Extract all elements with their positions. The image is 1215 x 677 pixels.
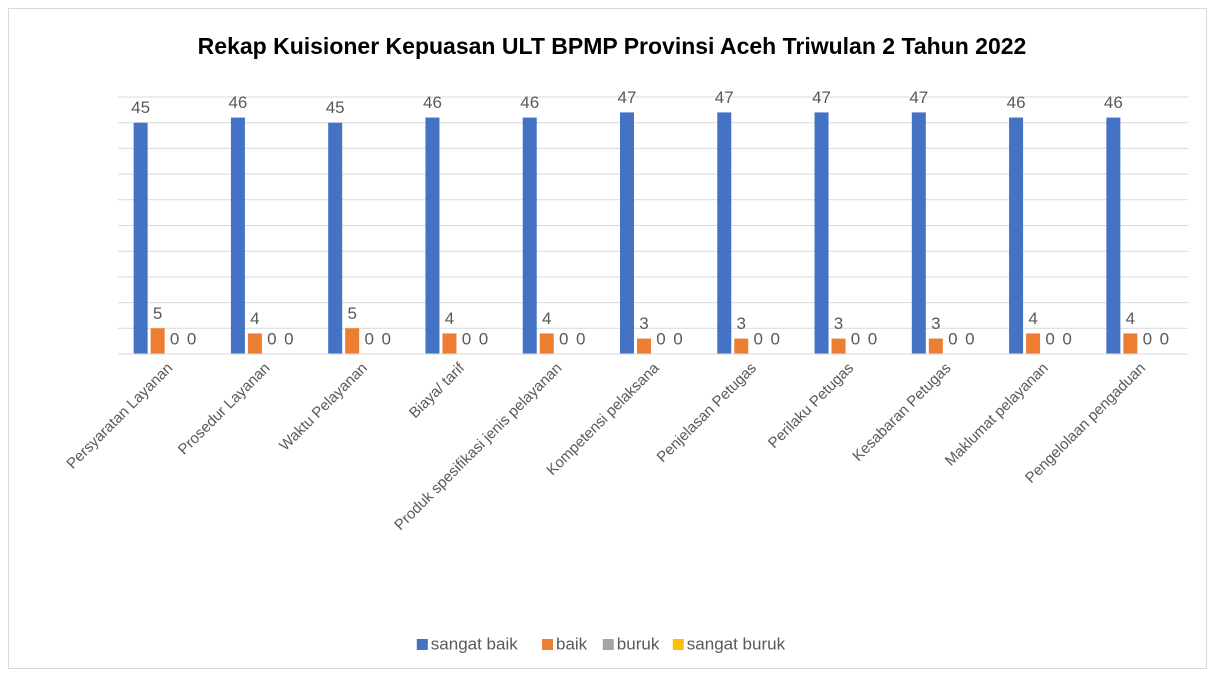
- data-label: 47: [909, 88, 928, 107]
- data-label: 4: [445, 309, 454, 328]
- data-label: 0: [1062, 329, 1071, 348]
- bar: [425, 117, 440, 354]
- bar: [1026, 333, 1041, 354]
- bar: [150, 328, 165, 354]
- data-label: 0: [851, 329, 860, 348]
- data-label: 0: [771, 329, 780, 348]
- data-label: 0: [965, 329, 974, 348]
- bar: [328, 122, 343, 354]
- data-label: 0: [187, 329, 196, 348]
- bar: [1009, 117, 1024, 354]
- legend-swatch: [602, 639, 614, 650]
- bar: [911, 112, 926, 354]
- data-label: 0: [559, 329, 568, 348]
- data-label: 3: [737, 314, 746, 333]
- legend-label: baik: [556, 634, 588, 653]
- data-label: 0: [284, 329, 293, 348]
- bar: [637, 338, 651, 354]
- bar: [522, 117, 537, 354]
- data-label: 46: [520, 93, 539, 112]
- bar: [620, 112, 634, 354]
- bar: [230, 117, 245, 354]
- data-label: 4: [542, 309, 551, 328]
- legend-swatch: [672, 639, 684, 650]
- bar: [814, 112, 829, 354]
- data-label: 3: [639, 314, 648, 333]
- legend-swatch: [542, 639, 553, 650]
- data-label: 47: [618, 88, 637, 107]
- data-label: 4: [1126, 309, 1135, 328]
- bar: [1123, 333, 1138, 354]
- data-label: 45: [131, 98, 150, 117]
- bar: [717, 112, 732, 354]
- legend-swatch: [416, 639, 428, 650]
- legend-label: sangat baik: [431, 634, 518, 653]
- data-label: 0: [1143, 329, 1152, 348]
- data-label: 5: [153, 304, 162, 323]
- data-label: 47: [812, 88, 831, 107]
- chart-title: Rekap Kuisioner Kepuasan ULT BPMP Provin…: [198, 33, 1027, 59]
- data-label: 4: [1028, 309, 1037, 328]
- data-label: 46: [423, 93, 442, 112]
- bar: [539, 333, 554, 354]
- data-label: 46: [228, 93, 247, 112]
- data-label: 0: [948, 329, 957, 348]
- data-label: 5: [347, 304, 356, 323]
- data-label: 46: [1007, 93, 1026, 112]
- bar: [133, 122, 148, 354]
- bar: [928, 338, 943, 354]
- data-label: 0: [479, 329, 488, 348]
- data-label: 0: [170, 329, 179, 348]
- data-label: 0: [673, 329, 682, 348]
- data-label: 0: [576, 329, 585, 348]
- bar: [734, 338, 749, 354]
- data-label: 45: [326, 98, 345, 117]
- bar: [247, 333, 262, 354]
- data-label: 0: [868, 329, 877, 348]
- bar: [345, 328, 360, 354]
- data-label: 46: [1104, 93, 1123, 112]
- bar: [831, 338, 846, 354]
- data-label: 4: [250, 309, 259, 328]
- legend-label: buruk: [617, 634, 660, 653]
- data-label: 3: [931, 314, 940, 333]
- chart-border: [8, 8, 1207, 669]
- data-label: 0: [462, 329, 471, 348]
- data-label: 0: [656, 329, 665, 348]
- data-label: 0: [364, 329, 373, 348]
- data-label: 3: [834, 314, 843, 333]
- data-label: 0: [381, 329, 390, 348]
- data-label: 0: [754, 329, 763, 348]
- data-label: 47: [715, 88, 734, 107]
- data-label: 0: [1160, 329, 1169, 348]
- bar: [442, 333, 457, 354]
- data-label: 0: [267, 329, 276, 348]
- data-label: 0: [1045, 329, 1054, 348]
- legend-label: sangat buruk: [687, 634, 786, 653]
- bar: [1106, 117, 1121, 354]
